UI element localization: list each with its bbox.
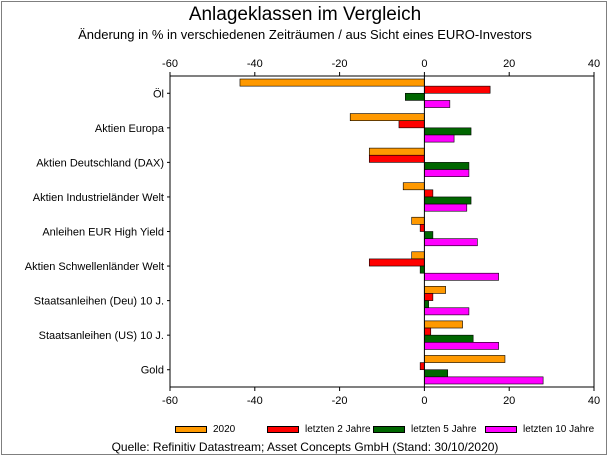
legend-item: letzten 5 Jahre [373, 424, 477, 435]
x-tick-label-bottom: 20 [503, 395, 515, 407]
x-tick-label-top: -40 [247, 58, 263, 70]
x-tick-label-bottom: -40 [247, 395, 263, 407]
bar-1-6 [411, 251, 425, 260]
legend-swatch [267, 426, 299, 433]
bar-2-7 [424, 293, 434, 301]
bar-1-3 [368, 147, 425, 156]
legend-item: 2020 [175, 424, 235, 435]
bar-3-7 [424, 300, 429, 309]
bar-2-2 [398, 120, 425, 129]
category-label: Anleihen EUR High Yield [42, 227, 164, 239]
bar-4-6 [424, 272, 499, 281]
chart-subtitle: Änderung in % in verschiedenen Zeiträume… [78, 27, 532, 42]
legend-label: 2020 [213, 424, 236, 435]
bar-1-4 [402, 182, 425, 191]
bar-2-1 [424, 85, 491, 94]
category-label: Gold [141, 365, 164, 377]
legend-item: letzten 10 Jahre [485, 424, 594, 435]
plot-border [169, 75, 595, 388]
category-label: Öl [153, 88, 164, 100]
x-tick-label-bottom: 0 [421, 395, 427, 407]
bar-2-8 [424, 327, 432, 336]
bar-3-6 [419, 265, 425, 274]
category-label: Aktien Europa [95, 123, 165, 135]
bar-2-3 [368, 154, 425, 163]
legend-item: letzten 2 Jahre [267, 424, 371, 435]
x-tick-label-top: 40 [588, 58, 600, 70]
legend-swatch [175, 426, 207, 433]
bar-4-8 [424, 342, 499, 350]
category-label: Aktien Industrieländer Welt [33, 192, 164, 204]
legend-swatch [373, 426, 405, 433]
chart-legend: 2020 letzten 2 Jahre letzten 5 Jahre letzte… [175, 424, 605, 440]
bar-3-4 [424, 196, 472, 205]
bar-4-1 [424, 100, 451, 108]
bar-2-9 [419, 362, 425, 371]
bar-4-7 [424, 307, 470, 316]
x-tick-label-top: 20 [503, 58, 515, 70]
legend-label: letzten 5 Jahre [411, 424, 477, 435]
bar-4-9 [424, 376, 544, 385]
bar-4-3 [424, 169, 470, 177]
bar-1-1 [239, 78, 425, 87]
bar-3-3 [424, 162, 470, 170]
bar-4-2 [424, 134, 455, 143]
legend-swatch [485, 426, 517, 433]
category-label: Aktien Deutschland (DAX) [36, 157, 164, 169]
bar-3-2 [424, 127, 472, 136]
x-tick-label-top: -60 [162, 58, 178, 70]
bar-3-1 [405, 92, 425, 101]
bar-3-8 [424, 334, 474, 343]
bar-1-2 [349, 113, 425, 121]
bar-1-8 [424, 320, 463, 329]
chart-title: Anlageklassen im Vergleich [188, 4, 422, 25]
bar-3-5 [424, 231, 434, 239]
category-label: Aktien Schwellenländer Welt [25, 261, 164, 273]
bar-1-7 [424, 286, 446, 294]
bar-4-4 [424, 203, 468, 212]
category-label: Staatsanleihen (Deu) 10 J. [34, 296, 164, 308]
source-note: Quelle: Refinitiv Datastream; Asset Conc… [111, 440, 499, 454]
legend-label: letzten 2 Jahre [305, 424, 371, 435]
bar-1-9 [424, 355, 506, 363]
bar-4-5 [424, 238, 478, 247]
x-tick-label-bottom: -20 [332, 395, 348, 407]
legend-label: letzten 10 Jahre [523, 424, 595, 435]
bar-2-6 [368, 258, 425, 267]
bar-1-5 [411, 216, 425, 225]
x-tick-label-top: 0 [421, 58, 427, 70]
x-tick-label-bottom: 40 [588, 395, 600, 407]
x-tick-label-bottom: -60 [162, 395, 178, 407]
bar-2-4 [424, 189, 434, 198]
category-label: Staatsanleihen (US) 10 J. [39, 330, 164, 342]
x-tick-label-top: -20 [332, 58, 348, 70]
bar-3-9 [424, 369, 449, 378]
bar-2-5 [419, 224, 425, 232]
